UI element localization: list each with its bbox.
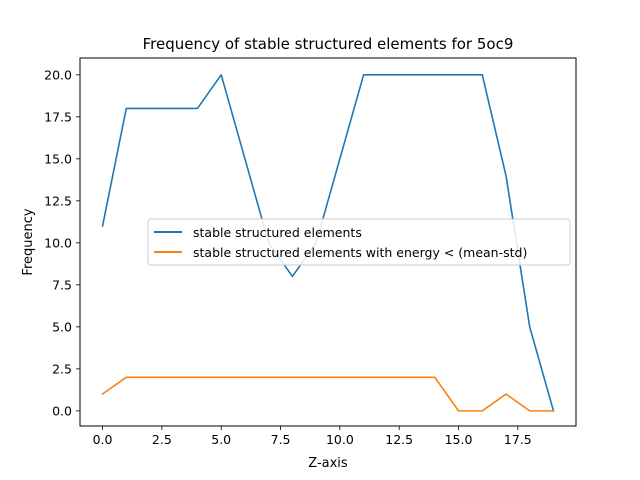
series-line-1 — [101, 376, 555, 412]
x-tick-label: 2.5 — [152, 432, 172, 447]
y-axis-label: Frequency — [21, 208, 36, 275]
y-tick-label: 0.0 — [52, 403, 72, 418]
y-tick-label: 10.0 — [44, 235, 72, 250]
x-tick-label: 10.0 — [326, 432, 354, 447]
x-tick-label: 5.0 — [211, 432, 231, 447]
y-tick-label: 2.5 — [52, 361, 72, 376]
series-line-0 — [101, 74, 555, 412]
legend-label-low-energy-elements: stable structured elements with energy <… — [193, 245, 527, 260]
x-tick-label: 12.5 — [385, 432, 413, 447]
x-tick-label: 7.5 — [271, 432, 291, 447]
chart-title: Frequency of stable structured elements … — [143, 35, 514, 53]
x-tick-label: 15.0 — [445, 432, 473, 447]
y-tick-label: 5.0 — [52, 319, 72, 334]
x-axis-label: Z-axis — [308, 456, 348, 471]
y-tick-label: 15.0 — [44, 151, 72, 166]
plot-lines — [101, 74, 555, 412]
legend-box — [147, 218, 571, 266]
y-tick-label: 7.5 — [52, 277, 72, 292]
y-tick-label: 17.5 — [44, 109, 72, 124]
x-tick-label: 17.5 — [504, 432, 532, 447]
y-tick-label: 20.0 — [44, 67, 72, 82]
x-tick-label: 0.0 — [93, 432, 113, 447]
legend-label-stable-structured-elements: stable structured elements — [193, 225, 362, 240]
y-axis-ticks: 0.0 2.5 5.0 7.5 10.0 12.5 15.0 17.5 20.0 — [44, 67, 80, 418]
axes-frame — [79, 57, 577, 427]
x-axis-ticks: 0.0 2.5 5.0 7.5 10.0 12.5 15.0 17.5 — [93, 426, 532, 447]
legend: stable structured elements stable struct… — [147, 218, 571, 266]
y-tick-label: 12.5 — [44, 193, 72, 208]
